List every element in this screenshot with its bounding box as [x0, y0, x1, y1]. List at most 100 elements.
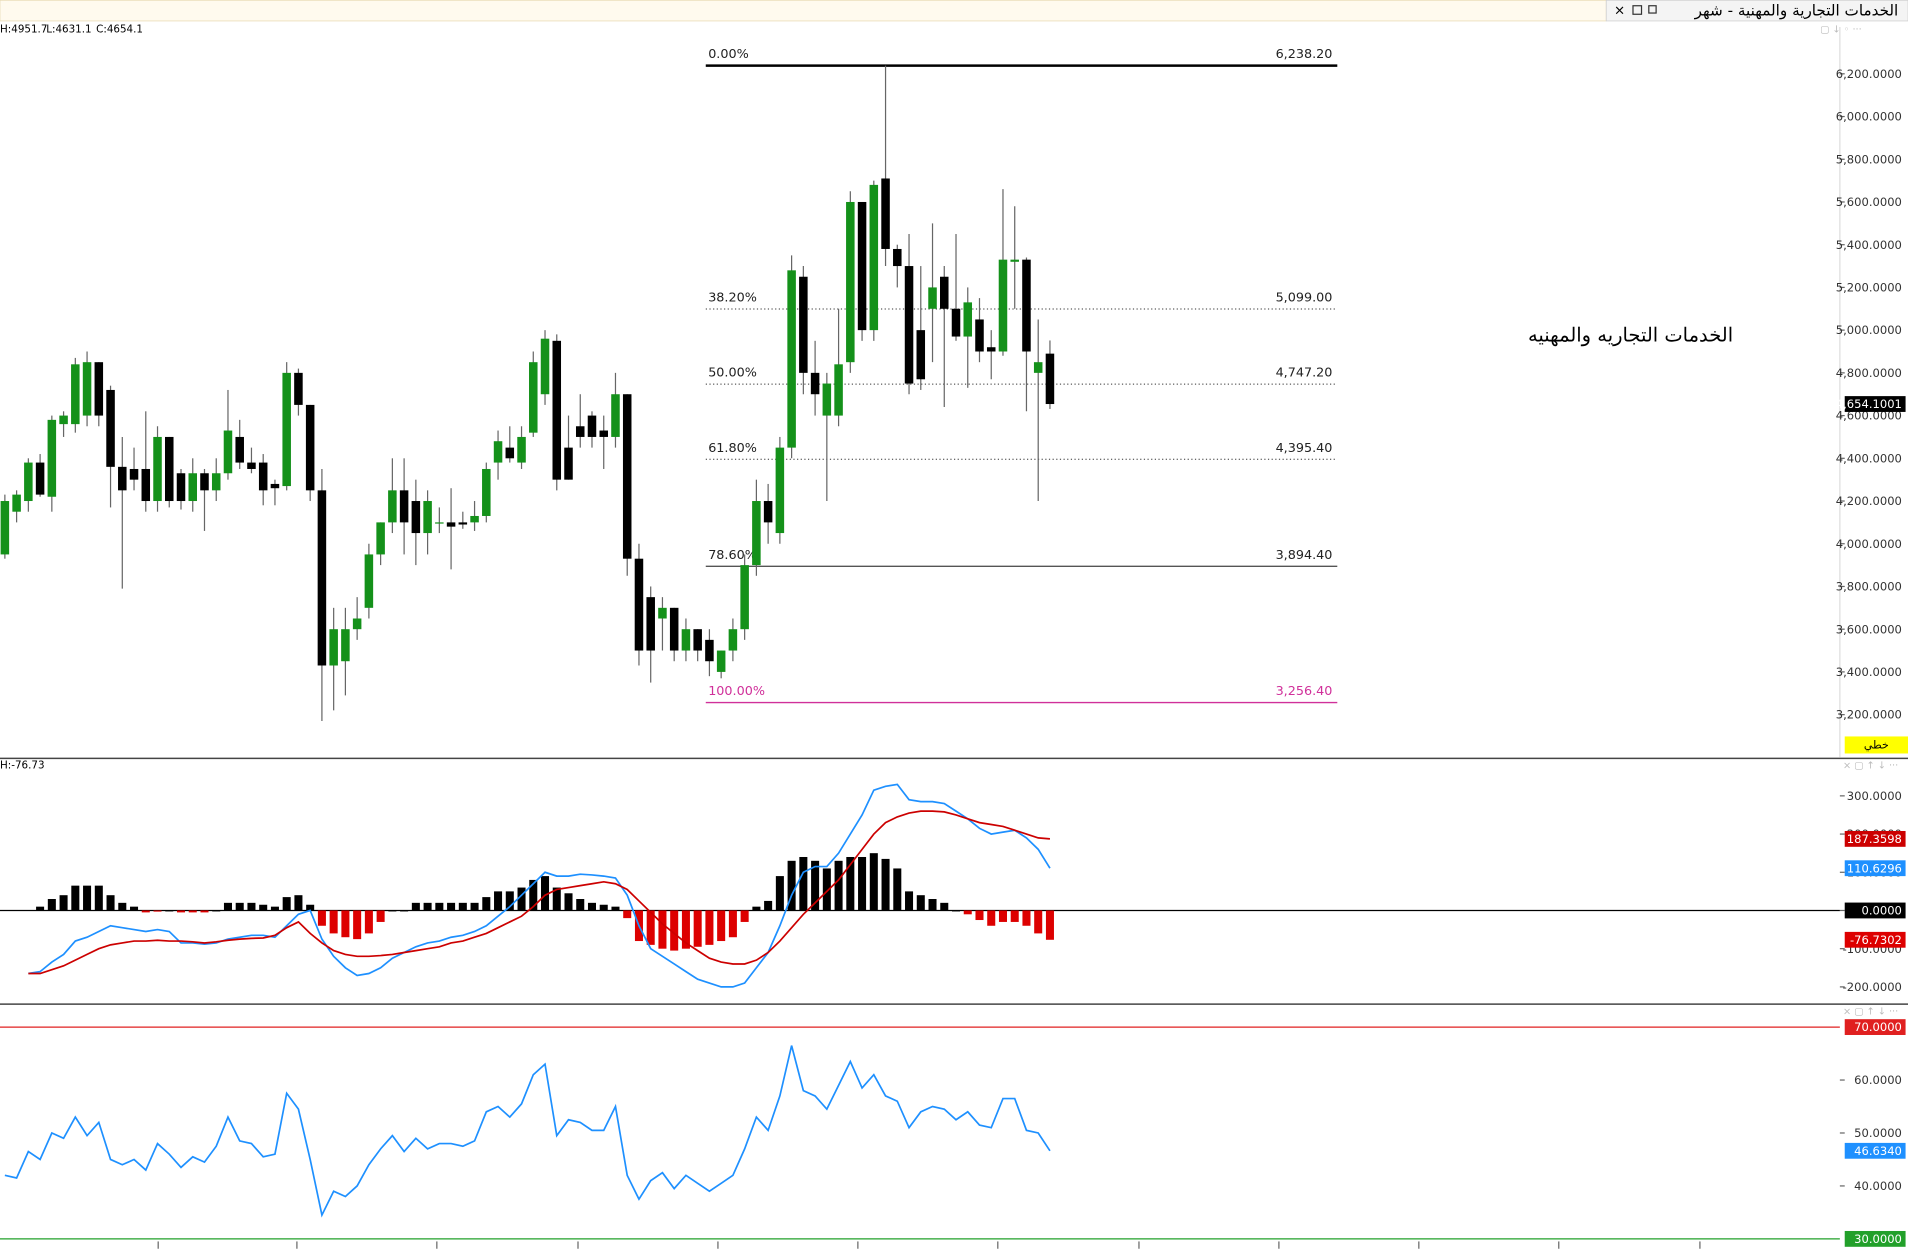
candle-body [564, 447, 573, 480]
candle-body [317, 490, 327, 666]
candle-body [376, 522, 385, 555]
macd-line [28, 783, 1051, 988]
histogram-bar [47, 899, 56, 911]
candle-body [669, 607, 679, 651]
level-label-box [1844, 1230, 1906, 1247]
candle-body [752, 501, 761, 566]
candle-body [646, 597, 655, 651]
candle-body [846, 201, 855, 363]
histogram-bar [94, 885, 103, 911]
histogram-bar [282, 897, 291, 911]
candle-body [1045, 353, 1055, 405]
candle-body [188, 473, 198, 502]
histogram-bar [822, 868, 831, 911]
histogram-bar [787, 860, 796, 911]
candle-body [611, 394, 620, 437]
histogram-bar [916, 895, 925, 911]
candle-body [799, 276, 808, 373]
histogram-bar [141, 910, 150, 913]
histogram-bar [130, 906, 139, 911]
histogram-bar [905, 891, 914, 911]
close-button[interactable]: × [1614, 4, 1625, 19]
candle-body [94, 362, 104, 416]
histogram-bar [270, 906, 279, 911]
histogram-bar [165, 910, 174, 912]
histogram-bar [1022, 910, 1031, 926]
candle-body [153, 436, 162, 502]
candle-body [493, 441, 503, 463]
candle-body [693, 629, 702, 651]
histogram-bar [940, 902, 949, 911]
signal-value: 187.3598 [1847, 832, 1902, 846]
candle-body [810, 372, 820, 395]
candle-body [681, 629, 691, 651]
histogram-bar [858, 856, 867, 911]
candle-body [904, 266, 914, 384]
y-tick-label: 6,000.0000 [1836, 110, 1902, 124]
panel-icons[interactable]: ▢ ↓ ◦ ··· [1820, 24, 1862, 35]
candle-body [71, 364, 80, 425]
candle-body [857, 201, 867, 331]
y-tick-label: 40.0000 [1854, 1179, 1902, 1193]
candle-body [1010, 259, 1019, 262]
candle-body [881, 178, 890, 249]
restore-button[interactable] [1648, 5, 1657, 14]
histogram-bar [435, 902, 444, 911]
fib-percent: 100.00% [708, 684, 765, 699]
candle-body [986, 347, 996, 352]
y-tick-label: 5,400.0000 [1836, 238, 1902, 252]
histogram-bar [670, 910, 679, 951]
candle-body [658, 607, 667, 619]
panel-icons[interactable]: × ▢ ↑ ↓ ··· [1843, 761, 1898, 772]
y-tick-label: -200.0000 [1843, 980, 1902, 994]
rsi-line [4, 1045, 1051, 1218]
macd-value: 110.6296 [1847, 861, 1902, 875]
macd-value-box [1844, 860, 1906, 877]
candle-body [35, 462, 45, 495]
candle-body [728, 629, 738, 651]
candle-body [223, 430, 233, 474]
histogram-bar [998, 910, 1007, 922]
candle-body [740, 565, 749, 630]
histogram-bar [106, 895, 115, 911]
y-tick-label: 3,400.0000 [1836, 665, 1902, 679]
candle-body [599, 430, 608, 437]
histogram-bar [447, 902, 456, 911]
style-label: خطي [1864, 739, 1889, 752]
histogram-bar [834, 860, 843, 911]
candle-body [270, 483, 280, 489]
histogram-bar [869, 853, 878, 911]
maximize-button[interactable] [1632, 5, 1643, 15]
histogram-bar [306, 904, 315, 911]
histogram-bar [235, 902, 244, 911]
window-title: الخدمات التجارية والمهنية - شهر [1694, 2, 1899, 20]
info-strip [0, 0, 1607, 22]
histogram-bar [928, 899, 937, 911]
title-bar [1605, 0, 1908, 22]
histogram-bar [611, 906, 620, 911]
histogram-bar [987, 910, 996, 926]
histogram-bar [1010, 910, 1019, 922]
histogram-bar [400, 910, 409, 912]
candle-body [552, 340, 562, 480]
histogram-bar [529, 879, 538, 911]
candle-body [705, 639, 714, 662]
candle-body [294, 372, 303, 405]
candle-body [82, 362, 92, 416]
panel-icons[interactable]: × ▢ ↑ ↓ ··· [1843, 1006, 1898, 1017]
histogram-value-box [1844, 931, 1906, 948]
candle-body [364, 554, 374, 608]
histogram-bar [423, 902, 432, 911]
y-tick-label: 3,200.0000 [1836, 708, 1902, 722]
histogram-bar [188, 910, 197, 913]
histogram-bar [764, 900, 773, 911]
candle-body [200, 473, 209, 491]
ohlc-close: C:4654.1 [96, 23, 143, 35]
histogram-bar [705, 910, 714, 945]
candle-body [12, 494, 21, 512]
candle-body [822, 383, 832, 416]
histogram-bar [564, 893, 573, 911]
y-tick-label: 3,800.0000 [1836, 580, 1902, 594]
histogram-bar [881, 858, 890, 911]
